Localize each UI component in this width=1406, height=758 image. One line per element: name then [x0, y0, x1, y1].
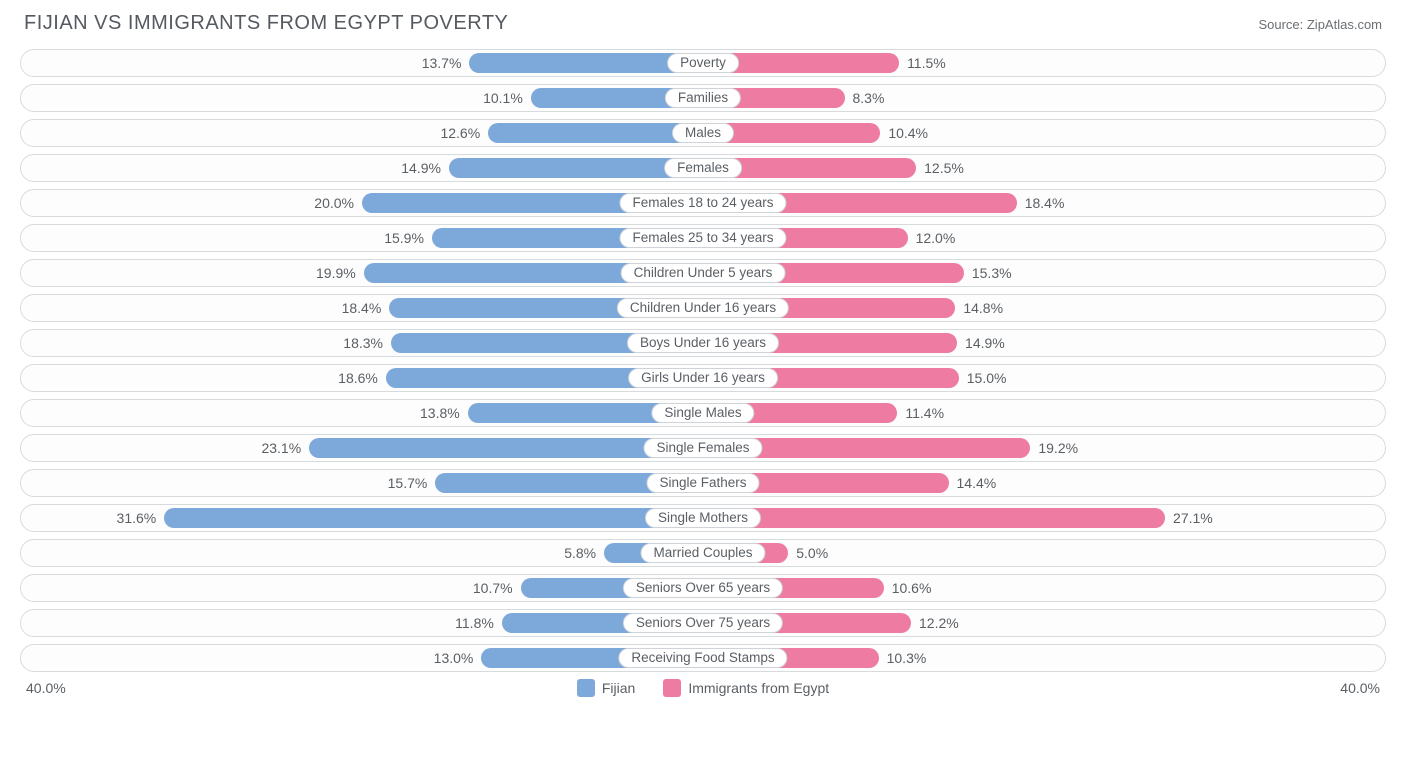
chart-row: 23.1% 19.2% Single Females [20, 434, 1386, 462]
category-label: Single Fathers [646, 473, 759, 493]
value-right: 15.3% [972, 260, 1012, 288]
value-right: 11.5% [907, 50, 946, 78]
chart-row: 10.7% 10.6% Seniors Over 65 years [20, 574, 1386, 602]
chart-row: 15.7% 14.4% Single Fathers [20, 469, 1386, 497]
axis-max-right: 40.0% [1340, 680, 1380, 696]
legend-item-right: Immigrants from Egypt [663, 679, 829, 697]
value-left: 10.7% [473, 575, 513, 603]
chart-row: 11.8% 12.2% Seniors Over 75 years [20, 609, 1386, 637]
chart-row: 13.7% 11.5% Poverty [20, 49, 1386, 77]
category-label: Males [672, 123, 734, 143]
category-label: Single Mothers [645, 508, 761, 528]
value-right: 10.4% [888, 120, 928, 148]
value-left: 18.3% [343, 330, 383, 358]
category-label: Single Males [651, 403, 754, 423]
value-right: 5.0% [796, 540, 828, 568]
legend-swatch-left [577, 679, 595, 697]
category-label: Poverty [667, 53, 739, 73]
chart-row: 5.8% 5.0% Married Couples [20, 539, 1386, 567]
legend-swatch-right [663, 679, 681, 697]
chart-row: 14.9% 12.5% Females [20, 154, 1386, 182]
value-left: 31.6% [117, 505, 157, 533]
chart-row: 18.3% 14.9% Boys Under 16 years [20, 329, 1386, 357]
chart-title: FIJIAN VS IMMIGRANTS FROM EGYPT POVERTY [24, 12, 508, 35]
legend-label-left: Fijian [602, 680, 635, 696]
category-label: Females [664, 158, 742, 178]
category-label: Families [665, 88, 741, 108]
chart-header: FIJIAN VS IMMIGRANTS FROM EGYPT POVERTY … [20, 12, 1386, 35]
value-left: 20.0% [314, 190, 354, 218]
value-left: 5.8% [564, 540, 596, 568]
value-left: 23.1% [261, 435, 301, 463]
value-right: 15.0% [967, 365, 1007, 393]
value-right: 14.4% [957, 470, 997, 498]
category-label: Boys Under 16 years [627, 333, 779, 353]
category-label: Married Couples [640, 543, 765, 563]
category-label: Children Under 5 years [621, 263, 786, 283]
chart-row: 13.8% 11.4% Single Males [20, 399, 1386, 427]
category-label: Girls Under 16 years [628, 368, 778, 388]
category-label: Receiving Food Stamps [618, 648, 787, 668]
value-left: 18.6% [338, 365, 378, 393]
value-left: 13.0% [434, 645, 474, 673]
chart-row: 13.0% 10.3% Receiving Food Stamps [20, 644, 1386, 672]
chart-row: 12.6% 10.4% Males [20, 119, 1386, 147]
value-right: 10.6% [892, 575, 932, 603]
category-label: Females 25 to 34 years [619, 228, 786, 248]
value-right: 14.8% [963, 295, 1003, 323]
value-right: 18.4% [1025, 190, 1065, 218]
value-right: 8.3% [853, 85, 885, 113]
chart-row: 19.9% 15.3% Children Under 5 years [20, 259, 1386, 287]
legend-label-right: Immigrants from Egypt [688, 680, 829, 696]
value-left: 19.9% [316, 260, 356, 288]
value-right: 14.9% [965, 330, 1005, 358]
chart-footer: 40.0% Fijian Immigrants from Egypt 40.0% [20, 679, 1386, 697]
chart-row: 10.1% 8.3% Families [20, 84, 1386, 112]
chart-row: 15.9% 12.0% Females 25 to 34 years [20, 224, 1386, 252]
value-left: 12.6% [440, 120, 480, 148]
category-label: Seniors Over 75 years [623, 613, 783, 633]
value-left: 13.7% [422, 50, 462, 78]
chart-row: 20.0% 18.4% Females 18 to 24 years [20, 189, 1386, 217]
bar-right [703, 508, 1165, 528]
value-left: 15.7% [388, 470, 428, 498]
category-label: Children Under 16 years [617, 298, 789, 318]
legend: Fijian Immigrants from Egypt [577, 679, 829, 697]
value-left: 18.4% [342, 295, 382, 323]
value-left: 13.8% [420, 400, 460, 428]
value-right: 11.4% [905, 400, 944, 428]
value-right: 12.2% [919, 610, 959, 638]
chart-row: 31.6% 27.1% Single Mothers [20, 504, 1386, 532]
category-label: Seniors Over 65 years [623, 578, 783, 598]
bar-left [164, 508, 703, 528]
value-right: 19.2% [1038, 435, 1078, 463]
poverty-chart: 13.7%11.5%Poverty10.1%8.3%Families12.6%1… [20, 49, 1386, 672]
value-right: 12.0% [916, 225, 956, 253]
value-left: 11.8% [455, 610, 494, 638]
value-left: 10.1% [483, 85, 523, 113]
value-right: 27.1% [1173, 505, 1213, 533]
category-label: Females 18 to 24 years [619, 193, 786, 213]
value-left: 14.9% [401, 155, 441, 183]
value-right: 12.5% [924, 155, 964, 183]
chart-source: Source: ZipAtlas.com [1258, 17, 1382, 32]
axis-max-left: 40.0% [26, 680, 66, 696]
bar-left [488, 123, 703, 143]
category-label: Single Females [643, 438, 762, 458]
value-left: 15.9% [384, 225, 424, 253]
chart-row: 18.4% 14.8% Children Under 16 years [20, 294, 1386, 322]
value-right: 10.3% [887, 645, 927, 673]
chart-row: 18.6% 15.0% Girls Under 16 years [20, 364, 1386, 392]
legend-item-left: Fijian [577, 679, 635, 697]
